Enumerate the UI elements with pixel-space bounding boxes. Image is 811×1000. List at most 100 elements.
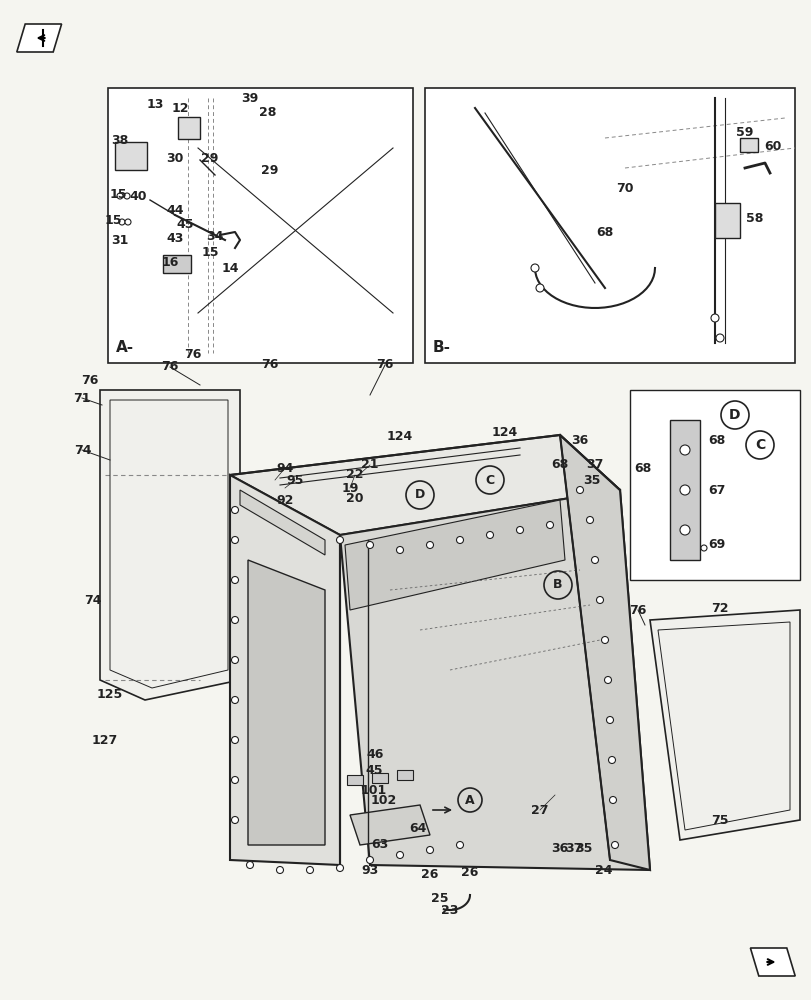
Text: 74: 74 — [74, 444, 92, 456]
Text: B-: B- — [432, 340, 450, 355]
Circle shape — [336, 864, 343, 871]
Circle shape — [710, 314, 718, 322]
Text: 76: 76 — [629, 603, 646, 616]
Text: 23: 23 — [440, 904, 458, 916]
Circle shape — [601, 637, 607, 644]
Text: 38: 38 — [111, 133, 128, 146]
Text: 21: 21 — [361, 458, 378, 472]
Circle shape — [609, 796, 616, 804]
Text: 28: 28 — [259, 105, 277, 118]
Text: 64: 64 — [409, 822, 426, 834]
Circle shape — [231, 576, 238, 584]
Bar — [371, 773, 388, 783]
Circle shape — [456, 842, 463, 848]
Text: 46: 46 — [366, 748, 384, 762]
Text: 35: 35 — [582, 474, 600, 487]
Text: 29: 29 — [261, 163, 278, 176]
Polygon shape — [560, 435, 649, 870]
Text: 75: 75 — [710, 814, 727, 826]
Text: 68: 68 — [633, 462, 650, 475]
Text: 43: 43 — [166, 232, 183, 244]
Circle shape — [231, 616, 238, 624]
Text: 20: 20 — [345, 491, 363, 504]
Text: 16: 16 — [161, 255, 178, 268]
Text: 92: 92 — [276, 493, 294, 506]
Circle shape — [700, 545, 706, 551]
Text: 124: 124 — [491, 426, 517, 438]
Bar — [108, 88, 413, 363]
Text: 72: 72 — [710, 601, 727, 614]
Text: 74: 74 — [84, 593, 101, 606]
Circle shape — [576, 487, 583, 493]
Bar — [739, 138, 757, 152]
Text: A: A — [465, 794, 474, 806]
Bar — [178, 117, 200, 139]
Text: 44: 44 — [166, 204, 183, 217]
Bar — [346, 775, 363, 785]
Bar — [629, 390, 799, 580]
Text: 24: 24 — [594, 863, 612, 876]
Text: 69: 69 — [707, 538, 724, 552]
Text: D: D — [414, 488, 425, 502]
Bar — [424, 88, 794, 363]
Text: 36: 36 — [571, 434, 588, 446]
Text: 19: 19 — [341, 482, 358, 494]
Text: 29: 29 — [201, 151, 218, 164]
Circle shape — [596, 596, 603, 603]
Text: 45: 45 — [365, 764, 382, 776]
Text: 40: 40 — [129, 190, 147, 204]
Circle shape — [231, 816, 238, 824]
Text: 76: 76 — [161, 360, 178, 373]
Text: 22: 22 — [345, 468, 363, 482]
Circle shape — [516, 526, 523, 534]
Text: 76: 76 — [375, 359, 393, 371]
Text: 59: 59 — [736, 126, 753, 139]
Circle shape — [366, 856, 373, 863]
Text: 63: 63 — [371, 838, 388, 852]
Text: 71: 71 — [73, 391, 91, 404]
Text: 39: 39 — [241, 92, 259, 104]
Polygon shape — [100, 390, 240, 700]
Polygon shape — [17, 24, 62, 52]
Circle shape — [590, 556, 598, 564]
Circle shape — [119, 219, 125, 225]
Polygon shape — [669, 420, 699, 560]
Circle shape — [231, 656, 238, 664]
Circle shape — [231, 736, 238, 744]
Circle shape — [117, 193, 122, 199]
Polygon shape — [350, 805, 430, 845]
Circle shape — [366, 542, 373, 548]
Circle shape — [679, 525, 689, 535]
Polygon shape — [230, 475, 340, 865]
Text: 68: 68 — [551, 458, 568, 472]
Text: 13: 13 — [146, 99, 164, 111]
Text: 68: 68 — [595, 227, 613, 239]
Text: 15: 15 — [109, 188, 127, 202]
Text: 30: 30 — [166, 151, 183, 164]
Polygon shape — [340, 490, 649, 870]
Circle shape — [679, 445, 689, 455]
Polygon shape — [240, 490, 324, 555]
Circle shape — [231, 696, 238, 704]
Circle shape — [607, 756, 615, 764]
Text: 95: 95 — [286, 474, 303, 487]
Text: 93: 93 — [361, 863, 378, 876]
Polygon shape — [247, 560, 324, 845]
Text: 102: 102 — [371, 794, 397, 806]
Circle shape — [396, 546, 403, 554]
Text: 15: 15 — [104, 214, 122, 227]
Bar — [115, 142, 147, 170]
Circle shape — [306, 866, 313, 874]
Bar — [714, 203, 739, 238]
Text: 26: 26 — [461, 865, 478, 879]
Text: 27: 27 — [530, 804, 548, 816]
Text: 35: 35 — [575, 842, 592, 854]
Text: 36: 36 — [551, 842, 568, 854]
Text: D: D — [728, 408, 740, 422]
Text: 70: 70 — [616, 182, 633, 194]
Text: 60: 60 — [763, 139, 781, 152]
Circle shape — [715, 334, 723, 342]
Text: 67: 67 — [707, 484, 724, 496]
Text: 37: 37 — [564, 842, 582, 854]
Circle shape — [124, 193, 130, 199]
